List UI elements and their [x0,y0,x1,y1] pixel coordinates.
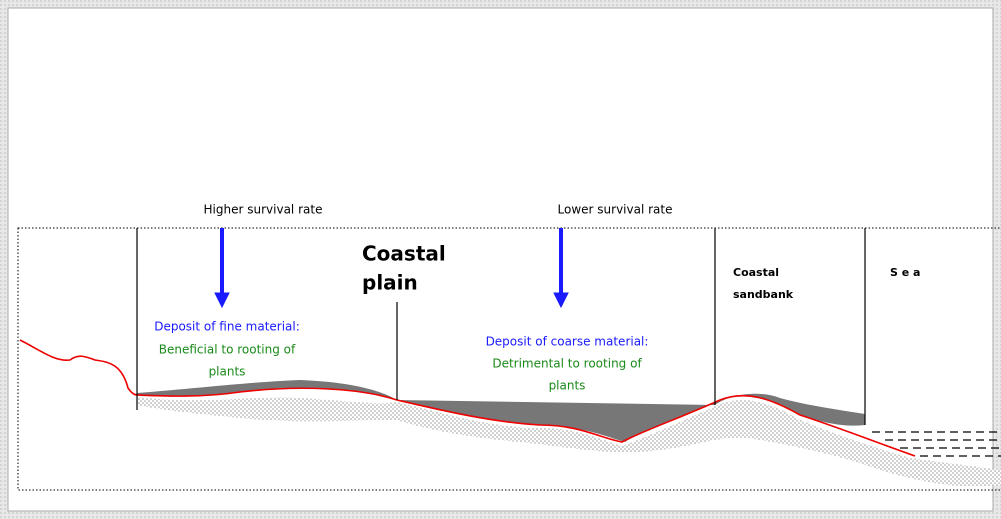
coastal-plain: Coastal [362,242,446,266]
fine-title: Deposit of fine material: [154,320,300,334]
frame [17,227,1001,491]
coarse-effect: Detrimental to rooting of [492,357,642,371]
arrows [214,228,569,309]
lower-label: Lower survival rate [558,203,673,217]
coarse-title: Deposit of coarse material: [486,335,649,349]
sandbank-label: Coastal [733,266,779,279]
sea-lines [872,431,1001,457]
sandbank-label: sandbank [733,288,794,301]
higher-label: Higher survival rate [204,203,323,217]
coarse-effect: plants [549,379,586,393]
fine-effect: plants [209,365,246,379]
substrate [137,397,1001,487]
coastal-plain: plain [362,271,418,295]
deposit [137,380,865,442]
sea-label: S e a [890,266,920,279]
fine-effect: Beneficial to rooting of [159,343,296,357]
dividers [136,228,866,425]
